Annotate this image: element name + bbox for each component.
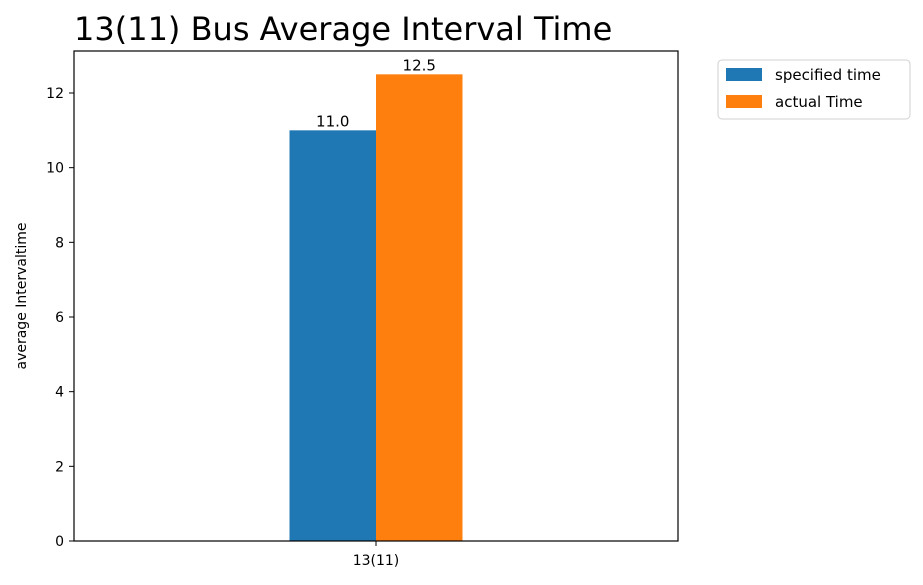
y-tick-label: 8 [55, 235, 64, 251]
x-tick-label: 13(11) [353, 553, 400, 569]
y-tick-label: 2 [55, 459, 64, 475]
axes-frame [73, 50, 679, 542]
y-tick-label: 6 [55, 310, 64, 326]
legend-swatch [726, 95, 762, 108]
y-tick-label: 12 [46, 86, 64, 102]
legend-swatch [726, 68, 762, 81]
bar-value-label: 11.0 [316, 112, 349, 130]
legend: specified time actual Time [717, 59, 911, 120]
y-tick-label: 0 [55, 534, 64, 550]
plot-area: 0 2 4 6 8 10 12 11.0 12.5 13(11) [46, 56, 463, 569]
legend-label: specified time [775, 66, 881, 84]
y-tick-label: 10 [46, 161, 64, 177]
bar [376, 74, 463, 541]
chart-title: 13(11) Bus Average Interval Time [74, 10, 612, 48]
y-tick-label: 4 [55, 385, 64, 401]
legend-label: actual Time [775, 93, 863, 111]
legend-box [717, 59, 911, 120]
y-axis-label: average Intervaltime [14, 222, 30, 369]
bar [289, 130, 376, 542]
bar-value-label: 12.5 [403, 56, 436, 74]
